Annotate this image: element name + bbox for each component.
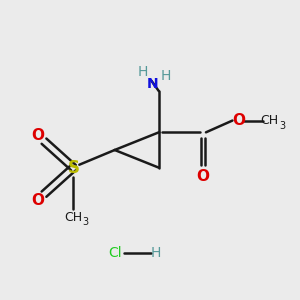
Text: O: O [32, 128, 45, 143]
Text: 3: 3 [83, 217, 89, 227]
Text: 3: 3 [279, 121, 285, 131]
Text: H: H [137, 65, 148, 79]
Text: CH: CH [64, 211, 82, 224]
Text: H: H [151, 246, 161, 260]
Text: Cl: Cl [108, 246, 122, 260]
Text: H: H [161, 69, 171, 83]
Text: CH: CH [260, 114, 278, 127]
Text: N: N [147, 77, 159, 91]
Text: O: O [32, 193, 45, 208]
Text: O: O [232, 113, 245, 128]
Text: O: O [196, 169, 209, 184]
Text: S: S [68, 159, 80, 177]
